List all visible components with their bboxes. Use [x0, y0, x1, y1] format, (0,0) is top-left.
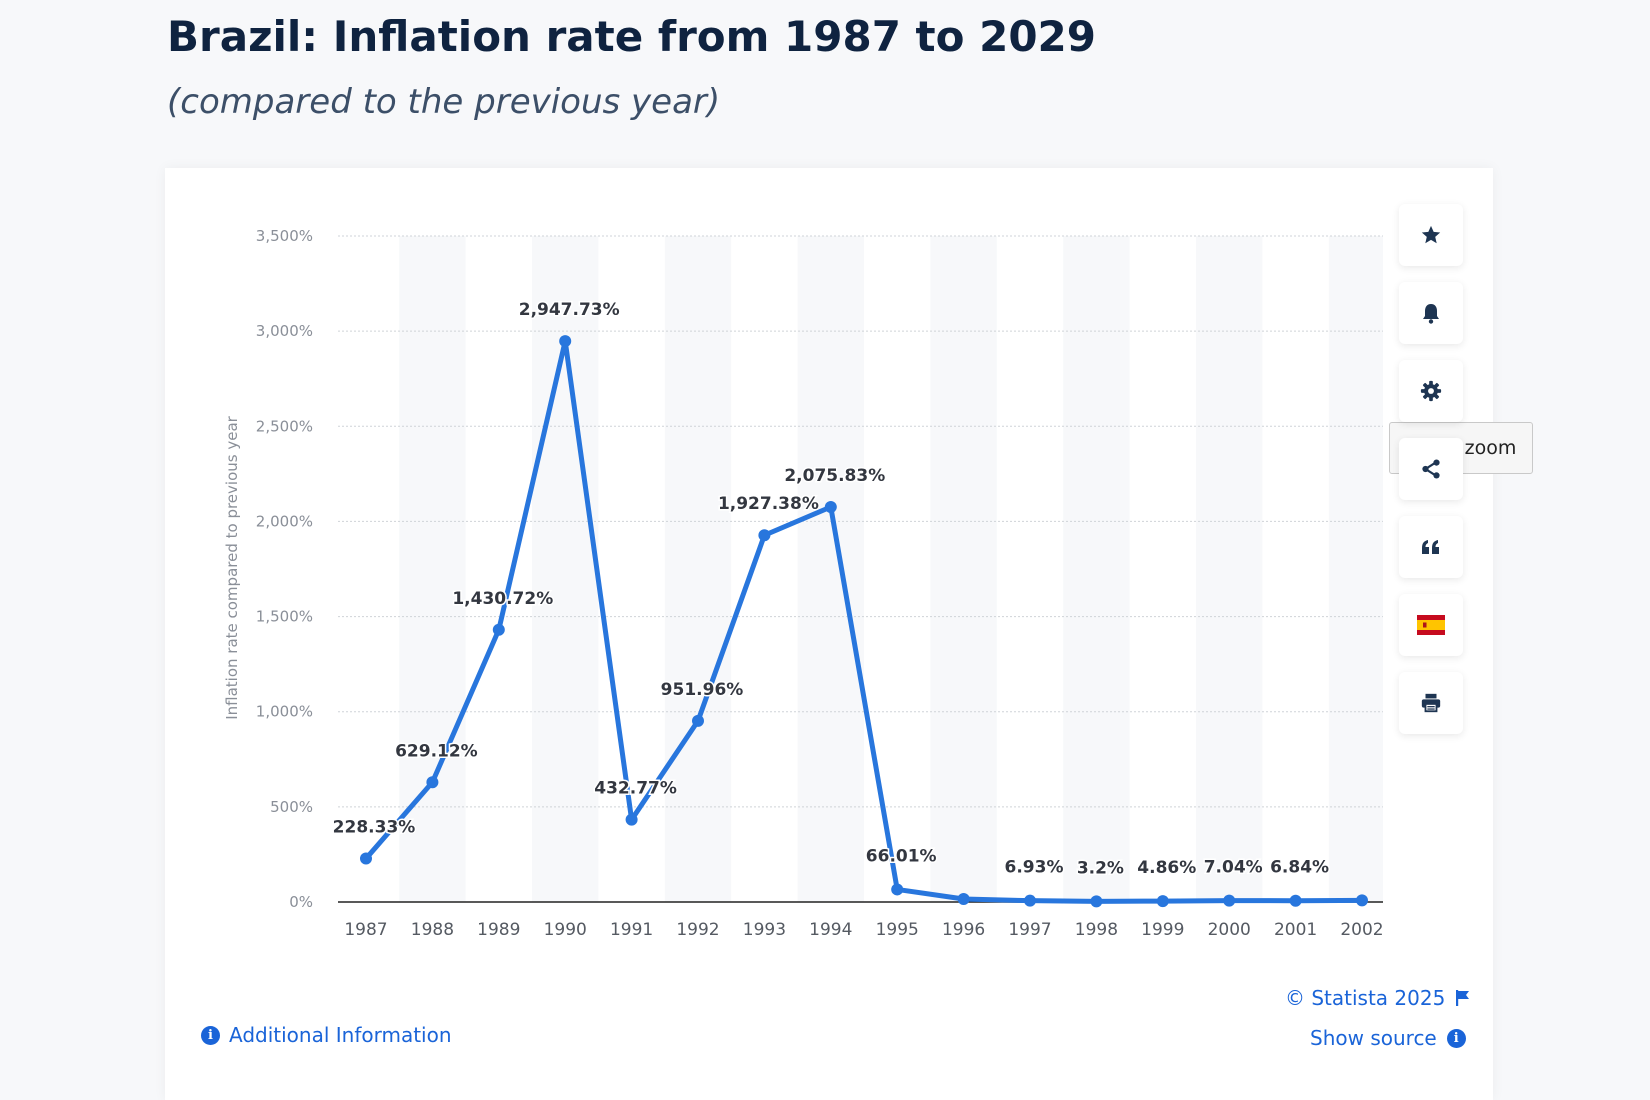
data-label: 66.01%: [866, 846, 937, 866]
gear-icon: [1420, 380, 1442, 402]
x-tick-label: 2002: [1340, 920, 1383, 940]
data-label: 6.84%: [1270, 858, 1329, 878]
star-icon: [1421, 225, 1441, 244]
settings-button[interactable]: [1399, 360, 1463, 422]
data-label: 951.96%: [661, 680, 744, 700]
data-point[interactable]: [758, 529, 771, 542]
data-point[interactable]: [957, 893, 970, 906]
x-tick-label: 1990: [544, 920, 587, 940]
y-tick-label: 500%: [270, 798, 313, 816]
y-tick-label: 3,500%: [256, 227, 313, 245]
data-point[interactable]: [426, 776, 439, 789]
data-point[interactable]: [1223, 894, 1236, 907]
y-tick-label: 1,500%: [256, 608, 313, 626]
x-tick-label: 1993: [743, 920, 786, 940]
x-tick-label: 1988: [411, 920, 454, 940]
x-tick-label: 1995: [876, 920, 919, 940]
data-point[interactable]: [559, 335, 572, 348]
x-tick-label: 1987: [344, 920, 387, 940]
print-button[interactable]: [1399, 672, 1463, 734]
data-label: 7.04%: [1204, 858, 1263, 878]
additional-information-link[interactable]: i Additional Information: [201, 1023, 452, 1047]
data-point[interactable]: [492, 623, 505, 636]
data-label: 228.33%: [333, 818, 416, 838]
print-icon: [1421, 693, 1441, 713]
column-band: [797, 236, 864, 902]
info-icon: i: [1446, 1028, 1466, 1048]
data-point[interactable]: [1289, 894, 1302, 907]
info-icon: i: [201, 1025, 220, 1045]
column-band: [399, 236, 466, 902]
series-line: [363, 338, 1365, 904]
x-tick-label: 1997: [1008, 920, 1051, 940]
data-point[interactable]: [1090, 895, 1103, 908]
data-label: 2,947.73%: [519, 300, 620, 320]
x-tick-label: 1992: [676, 920, 719, 940]
data-label: 629.12%: [395, 741, 478, 761]
statista-copyright-link[interactable]: © Statista 2025: [1285, 986, 1471, 1010]
bell-icon: [1423, 304, 1439, 324]
show-source-link[interactable]: Show source i: [1310, 1026, 1466, 1050]
quote-icon: [1422, 540, 1439, 554]
y-tick-label: 2,500%: [256, 417, 313, 435]
flag-icon: [1456, 990, 1470, 1006]
data-label: 4.86%: [1137, 858, 1196, 878]
x-tick-label: 1994: [809, 920, 852, 940]
language-button[interactable]: [1399, 594, 1463, 656]
y-tick-label: 1,000%: [256, 703, 313, 721]
notification-button[interactable]: [1399, 282, 1463, 344]
y-tick-label: 3,000%: [256, 322, 313, 340]
data-label: 2,075.83%: [784, 466, 885, 486]
x-tick-label: 1996: [942, 920, 985, 940]
favorite-button[interactable]: [1399, 204, 1463, 266]
page-title: Brazil: Inflation rate from 1987 to 2029: [167, 12, 1097, 61]
column-band: [1063, 236, 1130, 902]
y-tick-label: 0%: [289, 893, 313, 911]
x-tick-label: 1998: [1075, 920, 1118, 940]
share-icon: [1422, 459, 1440, 479]
data-label: 3.2%: [1077, 858, 1124, 878]
line-chart[interactable]: 0% 500% 1,000% 1,500% 2,000% 2,500% 3,000% 3,50…: [165, 168, 1493, 1100]
cite-button[interactable]: [1399, 516, 1463, 578]
data-label: 432.77%: [594, 779, 677, 799]
y-axis-label: Inflation rate compared to previous year: [223, 415, 241, 719]
column-band: [1196, 236, 1263, 902]
show-source-text: Show source: [1310, 1026, 1437, 1050]
x-tick-label: 2000: [1208, 920, 1251, 940]
share-button[interactable]: [1399, 438, 1463, 500]
data-label: 6.93%: [1005, 858, 1064, 878]
column-band: [930, 236, 997, 902]
column-band: [1328, 236, 1383, 902]
data-point[interactable]: [360, 852, 372, 865]
data-point[interactable]: [824, 500, 837, 513]
data-point[interactable]: [692, 714, 704, 727]
data-point[interactable]: [1356, 894, 1368, 907]
chart-toolbar: [1399, 204, 1463, 750]
y-tick-label: 2,000%: [256, 512, 313, 530]
data-point[interactable]: [625, 813, 638, 826]
data-label: 1,430.72%: [452, 589, 553, 609]
x-tick-label: 1999: [1141, 920, 1184, 940]
data-point[interactable]: [1156, 895, 1169, 908]
column-band: [664, 236, 732, 902]
data-point[interactable]: [1024, 894, 1036, 907]
x-tick-label: 1989: [477, 920, 520, 940]
x-tick-label: 2001: [1274, 920, 1317, 940]
spain-flag-icon: [1417, 615, 1445, 635]
page-subtitle: (compared to the previous year): [167, 82, 721, 122]
data-point[interactable]: [891, 883, 904, 896]
x-tick-label: 1991: [610, 920, 653, 940]
data-label: 1,927.38%: [718, 494, 819, 514]
copyright-text: © Statista 2025: [1285, 986, 1446, 1010]
chart-card: 0% 500% 1,000% 1,500% 2,000% 2,500% 3,000% 3,50…: [165, 168, 1533, 1100]
additional-information-text: Additional Information: [229, 1023, 452, 1047]
